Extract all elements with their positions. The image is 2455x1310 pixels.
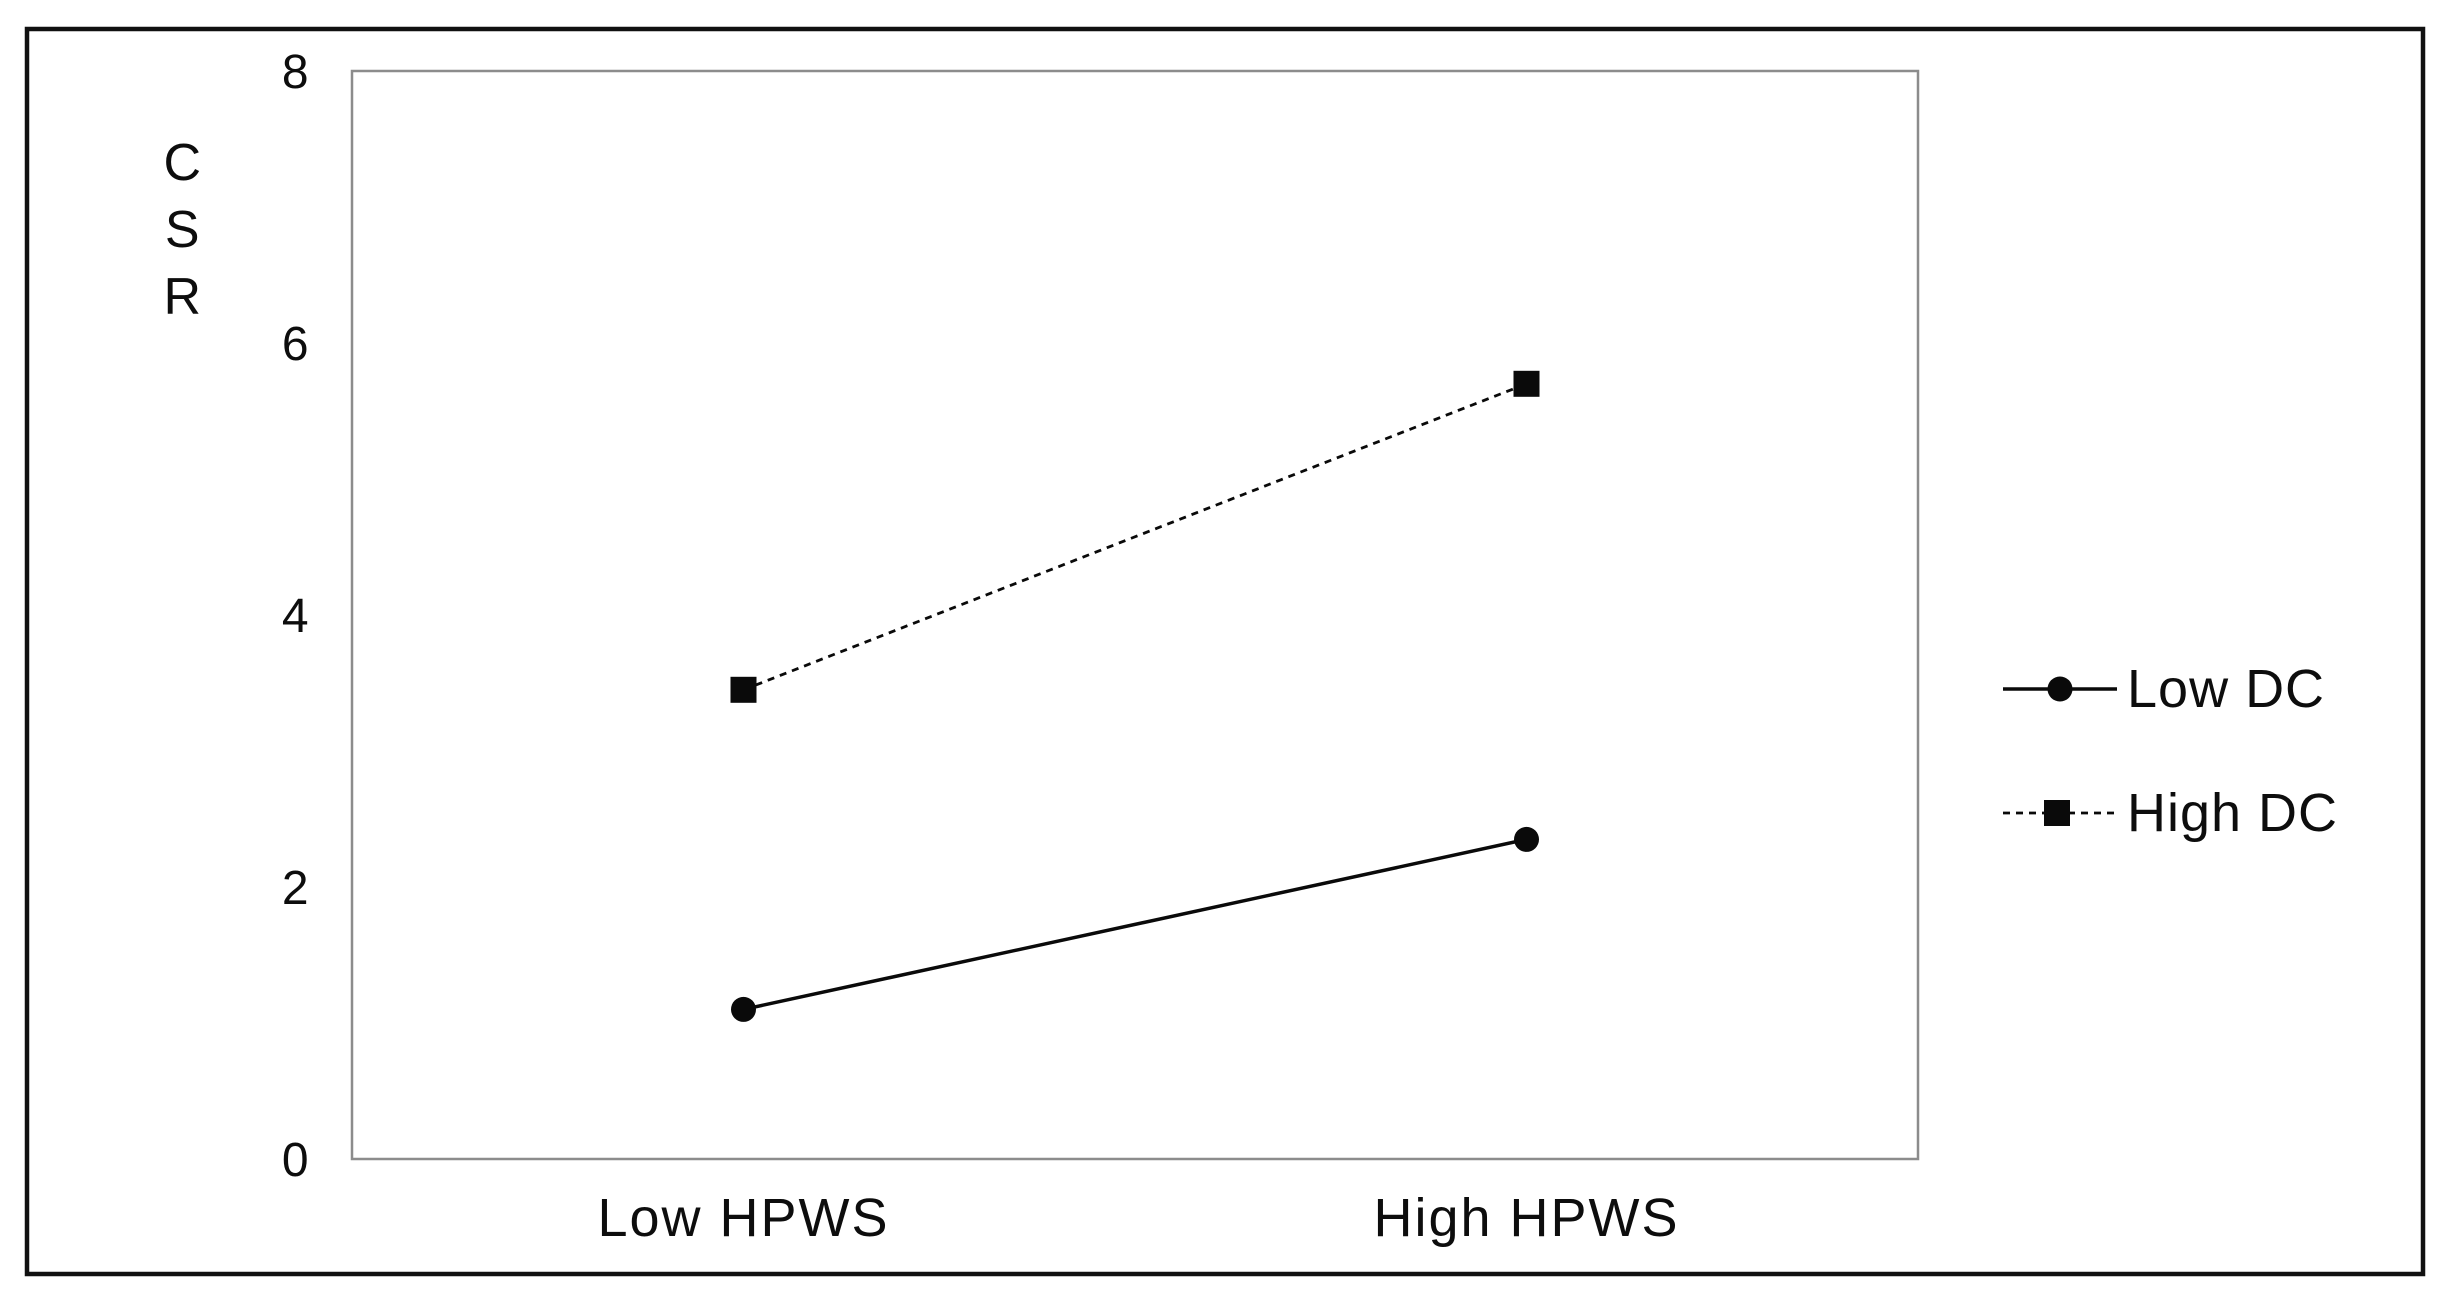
legend-item-high-dc: High DC	[2003, 783, 2338, 843]
legend-label-low-dc: Low DC	[2127, 659, 2325, 719]
y-axis-tick-labels: 8 6 4 2 0	[282, 46, 310, 1187]
y-tick-label-2: 2	[282, 862, 310, 915]
y-tick-label-8: 8	[282, 46, 310, 99]
series-low-dc-point-0	[731, 996, 756, 1022]
legend-high-dc-square-marker	[2044, 800, 2070, 826]
data-series	[730, 370, 1540, 1022]
series-high-dc-point-1	[1513, 370, 1540, 397]
legend: Low DC High DC	[2003, 659, 2338, 843]
x-category-label-high-hpws: High HPWS	[1373, 1188, 1679, 1248]
series-high-dc-point-0	[730, 676, 757, 703]
y-axis-title-char-S: S	[165, 201, 201, 259]
y-tick-label-4: 4	[282, 590, 310, 643]
x-axis-category-labels: Low HPWS High HPWS	[597, 1188, 1679, 1248]
figure-outer-border	[24, 26, 2426, 1277]
series-low-dc-line	[743, 837, 1527, 1012]
y-tick-label-0: 0	[282, 1134, 310, 1187]
x-category-label-low-hpws: Low HPWS	[597, 1188, 889, 1248]
series-high-dc-line	[742, 382, 1528, 692]
y-axis-title: CSR	[163, 134, 202, 326]
y-tick-label-6: 6	[282, 318, 310, 371]
legend-label-high-dc: High DC	[2127, 783, 2338, 843]
y-axis-title-char-C: C	[163, 134, 202, 192]
plot-area	[350, 69, 1920, 1161]
legend-item-low-dc: Low DC	[2003, 659, 2325, 719]
legend-low-dc-circle-marker	[2047, 676, 2073, 702]
series-low-dc-point-1	[1514, 826, 1539, 852]
y-axis-title-char-R: R	[163, 268, 202, 326]
